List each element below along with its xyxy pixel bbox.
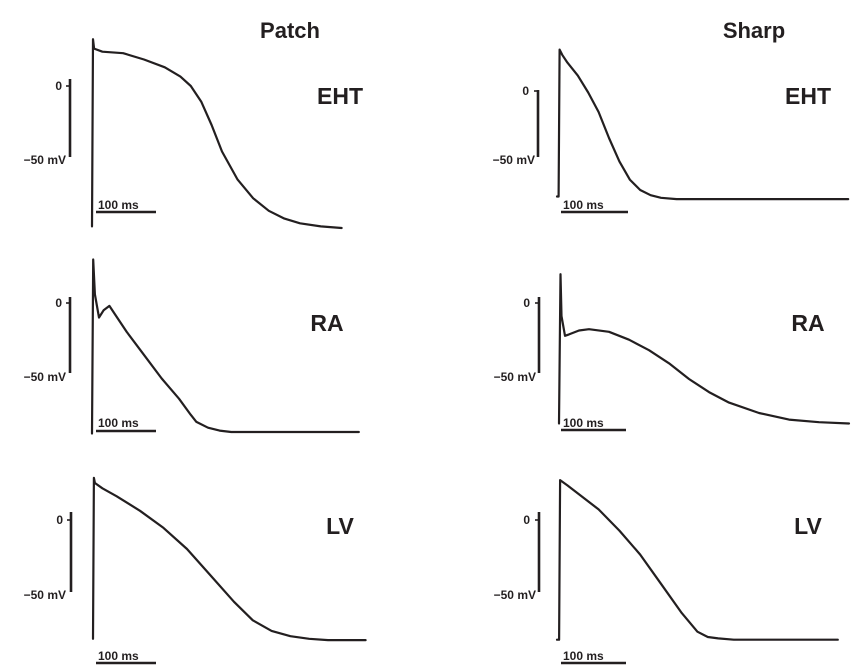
panel-patch-lv: LV 0 −50 mV 100 ms bbox=[24, 476, 367, 665]
voltage-scale-label-patch-eht: −50 mV bbox=[24, 153, 66, 167]
trace-patch-eht bbox=[90, 38, 343, 230]
zero-label-sharp-lv: 0 bbox=[523, 513, 530, 527]
panels-group: EHT 0 −50 mV 100 ms EHT 0 −50 mV 100 ms RA 0 −50 m… bbox=[24, 38, 851, 665]
voltage-scale-label-sharp-ra: −50 mV bbox=[494, 370, 536, 384]
zero-label-sharp-eht: 0 bbox=[522, 84, 529, 98]
trace-patch-ra bbox=[90, 258, 360, 435]
zero-label-patch-ra: 0 bbox=[55, 296, 62, 310]
panel-label-sharp-lv: LV bbox=[794, 513, 822, 539]
panel-label-patch-lv: LV bbox=[326, 513, 354, 539]
time-scale-label-sharp-ra: 100 ms bbox=[563, 416, 604, 430]
time-scale-label-patch-eht: 100 ms bbox=[98, 198, 139, 212]
time-scale-label-sharp-lv: 100 ms bbox=[563, 649, 604, 663]
zero-label-patch-eht: 0 bbox=[55, 79, 62, 93]
panel-label-patch-eht: EHT bbox=[317, 83, 363, 109]
trace-patch-lv bbox=[91, 476, 367, 642]
panel-patch-eht: EHT 0 −50 mV 100 ms bbox=[24, 38, 363, 230]
zero-label-sharp-ra: 0 bbox=[523, 296, 530, 310]
trace-sharp-ra bbox=[557, 273, 851, 425]
panel-sharp-lv: LV 0 −50 mV 100 ms bbox=[494, 479, 839, 665]
column-title-sharp: Sharp bbox=[723, 18, 785, 43]
trace-sharp-lv bbox=[555, 479, 839, 641]
panel-label-sharp-eht: EHT bbox=[785, 83, 831, 109]
trace-sharp-eht bbox=[555, 48, 850, 201]
column-title-patch: Patch bbox=[260, 18, 320, 43]
panel-label-sharp-ra: RA bbox=[791, 310, 824, 336]
time-scale-label-sharp-eht: 100 ms bbox=[563, 198, 604, 212]
voltage-scale-label-patch-lv: −50 mV bbox=[24, 588, 66, 602]
panel-sharp-ra: RA 0 −50 mV 100 ms bbox=[494, 273, 851, 432]
time-scale-label-patch-lv: 100 ms bbox=[98, 649, 139, 663]
time-scale-label-patch-ra: 100 ms bbox=[98, 416, 139, 430]
voltage-scale-label-sharp-eht: −50 mV bbox=[493, 153, 535, 167]
panel-patch-ra: RA 0 −50 mV 100 ms bbox=[24, 258, 360, 435]
panel-label-patch-ra: RA bbox=[310, 310, 343, 336]
voltage-scale-label-sharp-lv: −50 mV bbox=[494, 588, 536, 602]
panel-sharp-eht: EHT 0 −50 mV 100 ms bbox=[493, 48, 850, 214]
voltage-scale-label-patch-ra: −50 mV bbox=[24, 370, 66, 384]
zero-label-patch-lv: 0 bbox=[56, 513, 63, 527]
